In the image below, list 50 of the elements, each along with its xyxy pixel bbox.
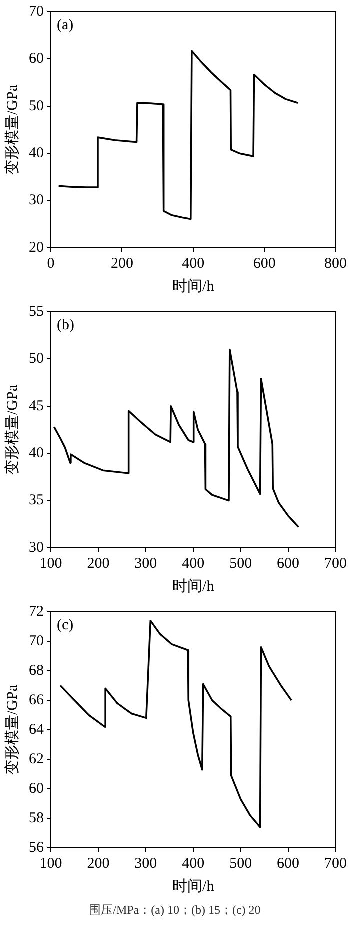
y-tick-label: 30	[29, 192, 44, 209]
chart-title: (a)	[57, 17, 74, 34]
y-axis-title: 变形模量/GPa	[4, 684, 21, 775]
text: 围压/MPa：(a) 10；(b) 15；(c) 20	[88, 902, 262, 919]
y-tick-label: 72	[29, 604, 44, 620]
y-axis-title: 变形模量/GPa	[4, 84, 21, 175]
x-axis-title: 时间/h	[172, 278, 215, 295]
x-tick-label: 200	[110, 256, 134, 272]
x-tick-label: 300	[134, 556, 158, 572]
x-axis-title: 时间/h	[172, 578, 215, 595]
x-tick-label: 400	[182, 256, 205, 272]
x-tick-label: 0	[47, 256, 55, 272]
x-tick-label: 700	[324, 856, 347, 872]
chart-title: (b)	[57, 317, 74, 334]
x-tick-label: 600	[277, 856, 300, 872]
y-tick-label: 60	[29, 780, 44, 797]
x-tick-label: 600	[277, 556, 300, 572]
x-tick-label: 600	[253, 256, 276, 272]
x-tick-label: 200	[87, 556, 110, 572]
y-tick-label: 40	[29, 446, 44, 462]
y-tick-label: 55	[29, 304, 44, 320]
y-tick-label: 60	[29, 51, 44, 68]
y-axis-title: 变形模量/GPa	[4, 384, 21, 475]
x-tick-label: 800	[324, 256, 347, 272]
x-tick-label: 200	[87, 856, 110, 872]
y-tick-label: 50	[29, 351, 44, 368]
x-tick-label: 300	[134, 856, 158, 872]
y-tick-label: 40	[29, 146, 44, 162]
x-tick-label: 500	[230, 556, 252, 572]
x-tick-label: 500	[230, 856, 252, 872]
y-tick-label: 64	[29, 722, 44, 738]
y-tick-label: 35	[29, 492, 44, 509]
y-tick-label: 50	[29, 98, 44, 114]
x-tick-label: 100	[40, 556, 62, 572]
y-tick-label: 56	[29, 840, 44, 856]
y-tick-label: 58	[29, 810, 44, 826]
y-tick-label: 70	[29, 633, 44, 650]
x-tick-label: 400	[182, 556, 205, 572]
y-tick-label: 20	[29, 240, 44, 256]
y-tick-label: 45	[29, 398, 44, 414]
y-tick-label: 70	[29, 4, 44, 20]
y-tick-label: 62	[29, 751, 44, 768]
x-tick-label: 100	[40, 856, 62, 872]
x-tick-label: 400	[182, 856, 205, 872]
chart-title: (c)	[57, 617, 74, 634]
y-tick-label: 66	[29, 692, 44, 708]
x-axis-title: 时间/h	[172, 878, 215, 895]
y-tick-label: 68	[29, 662, 44, 679]
x-tick-label: 700	[324, 556, 347, 572]
y-tick-label: 30	[29, 540, 44, 556]
